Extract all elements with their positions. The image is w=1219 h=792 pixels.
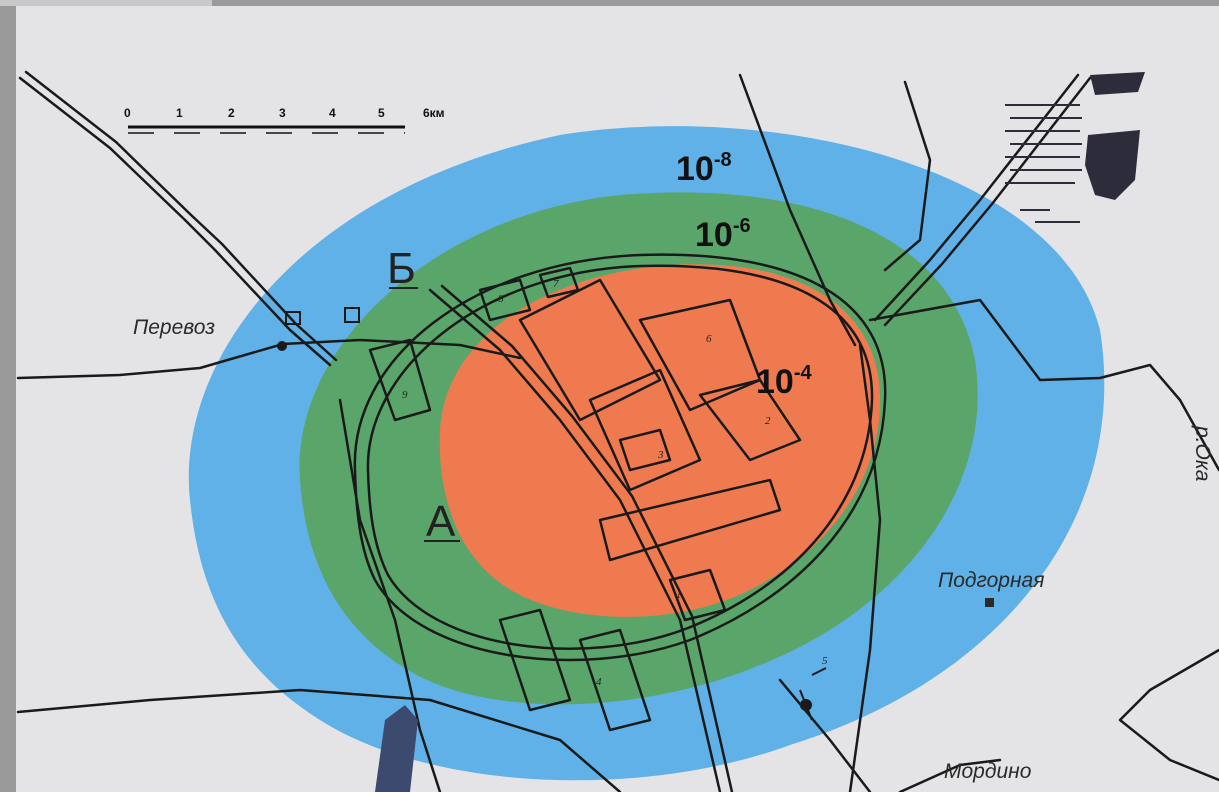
settlement-markers	[277, 307, 994, 721]
road-north-east	[883, 80, 932, 272]
risk-zone-inner	[439, 264, 881, 617]
site-block-south-1	[498, 608, 572, 712]
road-northwest	[18, 76, 332, 367]
point-a-label: А	[426, 497, 456, 546]
scale-tick-5: 5	[378, 106, 385, 120]
water-body-north	[1090, 72, 1145, 95]
river-east-line	[868, 298, 1219, 472]
object-5-lines	[799, 667, 827, 721]
scale-tick-0: 0	[124, 106, 131, 120]
road-north	[738, 73, 857, 347]
scale-tick-4: 4	[329, 106, 336, 120]
railway-northeast	[873, 73, 1080, 322]
scale-tick-2: 2	[228, 106, 235, 120]
road-southeast	[1118, 648, 1219, 782]
water-bodies	[375, 72, 1145, 792]
road-south	[16, 688, 622, 792]
site-perimeter	[353, 253, 887, 662]
road-mordino	[898, 758, 1002, 792]
scale-end-label: 6км	[423, 106, 445, 120]
railway-through-site-edge	[440, 284, 734, 792]
place-podgornaya: Подгорная	[938, 569, 1044, 592]
site-block-1	[518, 278, 662, 422]
building-number-4: 4	[596, 676, 602, 688]
site-block-8	[478, 278, 532, 322]
zone-label-middle: 10-6	[695, 215, 751, 254]
site-block-4	[668, 568, 727, 622]
perevoz-building-2	[344, 307, 360, 323]
road-northwest-edge	[24, 70, 338, 362]
scale-tick-3: 3	[279, 106, 286, 120]
building-number-6: 6	[706, 333, 712, 345]
site-block-3	[698, 378, 802, 462]
perevoz-building	[285, 311, 301, 325]
site-block-strip	[598, 478, 782, 562]
site-block-9	[538, 266, 580, 299]
place-mordino: Мордино	[944, 760, 1032, 783]
scale-tick-1: 1	[176, 106, 183, 120]
building-number-2: 2	[765, 415, 771, 427]
scale-bar: 0 1 2 3 4 5 6км	[124, 106, 445, 134]
zone-label-inner: 10-4	[756, 362, 812, 401]
site-block-south-2	[578, 628, 652, 732]
wetland-hatching	[1005, 104, 1082, 223]
road-south-east-branch	[778, 678, 872, 792]
zone-label-outer: 10-8	[676, 149, 732, 188]
building-number-3: 3	[657, 449, 664, 461]
site-block-11	[368, 338, 432, 422]
perevoz-marker	[277, 341, 287, 351]
place-perevoz: Перевоз	[133, 316, 215, 339]
railway-through-site	[428, 288, 722, 792]
building-number-11: 9	[402, 389, 408, 401]
road-southwest	[338, 398, 442, 792]
site-block-2	[588, 368, 702, 492]
podgornaya-marker	[985, 598, 994, 607]
railway-northeast-edge	[883, 76, 1092, 327]
building-number-1: 1	[676, 589, 682, 601]
river-label-oka: р.Ока	[1191, 425, 1214, 481]
water-body-south	[375, 705, 418, 792]
frame-tab	[0, 0, 212, 6]
road-east	[848, 343, 882, 792]
building-number-5: 5	[822, 655, 828, 667]
site-block-small	[618, 428, 672, 472]
building-number-8: 8	[498, 293, 504, 305]
building-number-9: 7	[553, 278, 559, 290]
point-b-label: Б	[387, 244, 416, 293]
water-body-east	[1085, 130, 1140, 200]
